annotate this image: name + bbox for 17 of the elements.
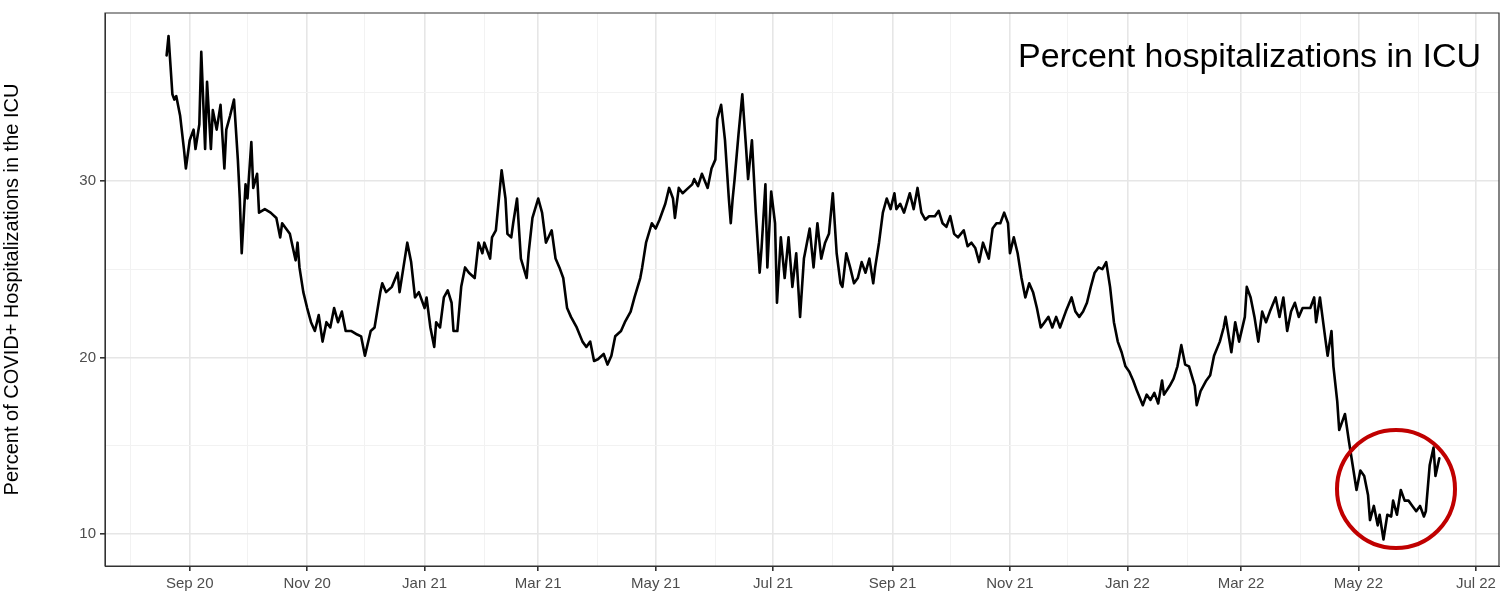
- x-tick-label: Jul 21: [753, 574, 794, 592]
- x-tick-label: Jul 22: [1455, 574, 1496, 592]
- x-tick-label: Jan 22: [1104, 574, 1150, 592]
- y-axis-title: Percent of COVID+ Hospitalizations in the ICU: [0, 83, 22, 496]
- x-tick-label: Jan 21: [402, 574, 448, 592]
- x-tick-label: Mar 21: [514, 574, 562, 592]
- x-tick-label: May 22: [1333, 574, 1384, 592]
- x-tick-label: Sep 20: [165, 574, 214, 592]
- x-tick-label: May 21: [631, 574, 681, 592]
- x-tick-label: Nov 20: [283, 574, 331, 592]
- x-tick-label: Mar 22: [1217, 574, 1265, 592]
- x-tick-label: Sep 21: [868, 574, 917, 592]
- x-tick-label: Nov 21: [986, 574, 1034, 592]
- y-tick-label: 20: [79, 347, 96, 365]
- y-tick-label: 30: [79, 170, 96, 188]
- text: Percent hospitalizations in ICU: [1017, 36, 1481, 75]
- y-tick-label: 10: [79, 524, 96, 542]
